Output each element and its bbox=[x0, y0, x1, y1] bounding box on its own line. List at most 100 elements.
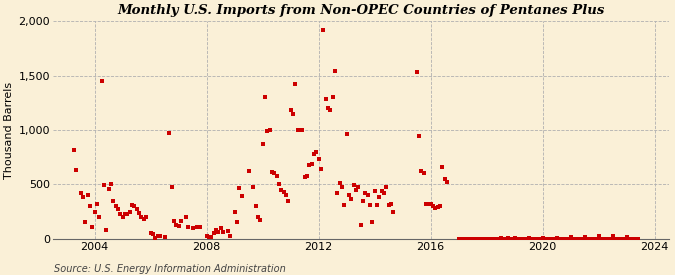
Point bbox=[630, 236, 641, 241]
Point bbox=[148, 232, 159, 237]
Point bbox=[215, 226, 226, 230]
Point bbox=[560, 236, 571, 241]
Point bbox=[497, 236, 508, 241]
Point bbox=[514, 236, 524, 241]
Point bbox=[475, 236, 485, 241]
Point bbox=[126, 203, 137, 207]
Point bbox=[159, 234, 170, 239]
Point bbox=[598, 236, 609, 241]
Point bbox=[269, 171, 280, 176]
Point bbox=[315, 167, 326, 171]
Point bbox=[187, 226, 198, 230]
Point bbox=[327, 95, 338, 100]
Point bbox=[425, 202, 436, 206]
Point bbox=[616, 236, 627, 241]
Point bbox=[379, 191, 389, 195]
Point bbox=[504, 236, 515, 241]
Point bbox=[619, 236, 630, 241]
Point bbox=[286, 108, 296, 112]
Point bbox=[493, 236, 504, 241]
Point bbox=[232, 220, 242, 225]
Point bbox=[549, 236, 560, 241]
Point bbox=[523, 236, 534, 241]
Point bbox=[591, 236, 601, 241]
Point bbox=[512, 236, 522, 241]
Point bbox=[453, 236, 464, 241]
Y-axis label: Thousand Barrels: Thousand Barrels bbox=[4, 81, 14, 178]
Point bbox=[267, 170, 277, 175]
Point bbox=[281, 193, 292, 197]
Point bbox=[458, 236, 468, 241]
Point bbox=[292, 128, 303, 132]
Point bbox=[138, 217, 149, 221]
Point bbox=[164, 131, 175, 135]
Point bbox=[423, 202, 434, 206]
Point bbox=[593, 236, 604, 241]
Point bbox=[145, 231, 156, 236]
Point bbox=[350, 188, 361, 192]
Point bbox=[134, 210, 144, 215]
Point bbox=[304, 163, 315, 167]
Point bbox=[632, 236, 643, 241]
Point bbox=[169, 219, 180, 224]
Point bbox=[329, 69, 340, 73]
Point bbox=[180, 215, 191, 219]
Point bbox=[308, 152, 319, 156]
Point bbox=[472, 236, 483, 241]
Point bbox=[362, 193, 373, 197]
Point bbox=[381, 184, 392, 189]
Point bbox=[288, 111, 298, 116]
Point bbox=[558, 236, 569, 241]
Point bbox=[132, 207, 142, 212]
Point bbox=[259, 95, 270, 100]
Point bbox=[71, 168, 82, 172]
Point bbox=[150, 235, 161, 240]
Point bbox=[535, 236, 545, 241]
Point bbox=[516, 236, 527, 241]
Point bbox=[243, 169, 254, 174]
Point bbox=[209, 231, 219, 236]
Point bbox=[565, 235, 576, 239]
Point bbox=[500, 236, 511, 241]
Point bbox=[325, 108, 335, 112]
Point bbox=[539, 236, 550, 241]
Point bbox=[589, 236, 599, 241]
Point bbox=[502, 236, 513, 241]
Point bbox=[108, 199, 119, 203]
Text: Source: U.S. Energy Information Administration: Source: U.S. Energy Information Administ… bbox=[54, 264, 286, 274]
Point bbox=[255, 218, 266, 222]
Point bbox=[201, 233, 212, 238]
Point bbox=[437, 165, 448, 169]
Point bbox=[491, 236, 502, 241]
Point bbox=[171, 222, 182, 227]
Point bbox=[556, 236, 566, 241]
Point bbox=[92, 202, 103, 206]
Point bbox=[628, 236, 639, 241]
Point bbox=[460, 236, 471, 241]
Point bbox=[369, 189, 380, 193]
Point bbox=[603, 236, 614, 241]
Point bbox=[470, 236, 481, 241]
Point bbox=[376, 189, 387, 193]
Point bbox=[76, 191, 86, 195]
Point bbox=[421, 202, 431, 206]
Point bbox=[113, 207, 124, 212]
Point bbox=[481, 236, 492, 241]
Point bbox=[290, 82, 301, 86]
Point bbox=[360, 191, 371, 195]
Point bbox=[523, 236, 534, 240]
Point bbox=[344, 193, 354, 197]
Point bbox=[225, 234, 236, 238]
Point bbox=[273, 182, 284, 186]
Point bbox=[411, 70, 422, 75]
Point bbox=[568, 236, 578, 241]
Point bbox=[533, 236, 543, 241]
Point bbox=[271, 174, 282, 178]
Point bbox=[173, 224, 184, 228]
Point bbox=[213, 230, 224, 235]
Point bbox=[204, 234, 215, 239]
Point bbox=[537, 236, 548, 241]
Point bbox=[115, 211, 126, 216]
Point bbox=[206, 235, 217, 239]
Point bbox=[278, 190, 289, 194]
